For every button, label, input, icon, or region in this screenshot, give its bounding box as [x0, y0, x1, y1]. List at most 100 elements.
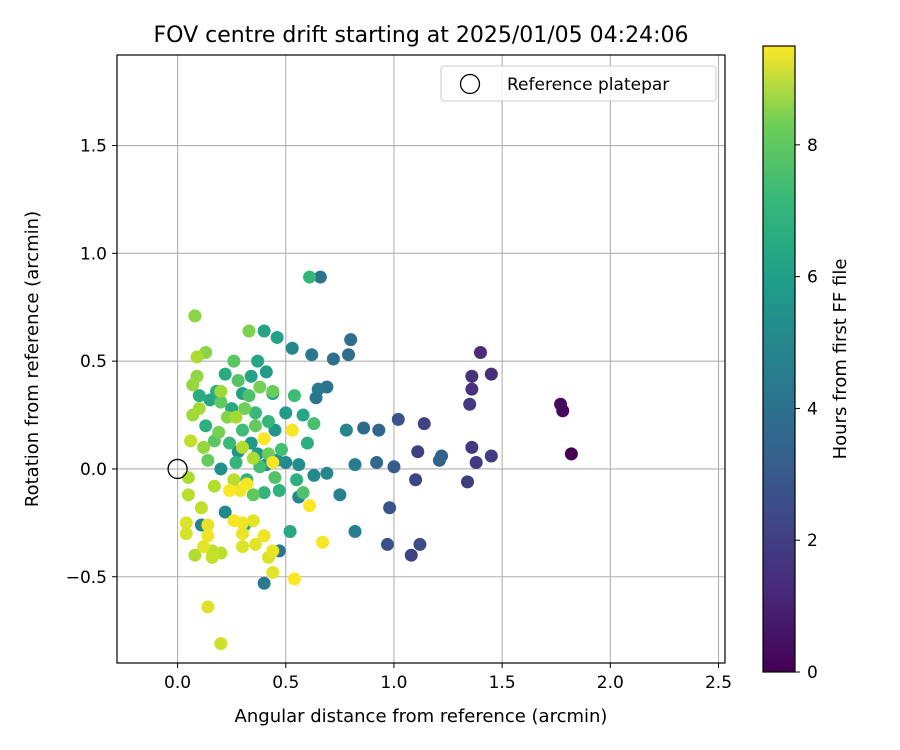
data-point: [197, 540, 211, 554]
data-point: [231, 374, 245, 388]
x-tick-label: 1.0: [380, 673, 407, 693]
data-point: [554, 397, 568, 411]
colorbar-tick-label: 0: [807, 663, 818, 683]
data-point: [348, 458, 362, 472]
data-point: [461, 475, 475, 489]
data-point: [201, 529, 215, 543]
legend-label-reference: Reference platepar: [507, 75, 669, 95]
data-point: [326, 352, 340, 366]
data-point: [474, 346, 488, 360]
data-point: [257, 576, 271, 590]
data-point: [465, 382, 479, 396]
y-tick-label: 1.5: [80, 137, 107, 157]
data-point: [268, 471, 282, 485]
data-point: [296, 486, 310, 500]
data-point: [564, 447, 578, 461]
data-point: [246, 514, 260, 528]
data-point: [257, 486, 271, 500]
data-point: [235, 527, 249, 541]
data-point: [303, 270, 317, 284]
data-point: [316, 535, 330, 549]
colorbar-tick-label: 2: [807, 531, 818, 551]
data-point: [307, 468, 321, 482]
colorbar-ticks: 0 2 4 6 8: [795, 136, 818, 683]
data-point: [266, 544, 280, 558]
plot-frame: [116, 54, 726, 664]
colorbar-tick-label: 4: [807, 399, 818, 419]
data-point: [272, 484, 286, 498]
data-point: [300, 436, 314, 450]
data-point: [372, 423, 386, 437]
x-tick-label: 0.0: [164, 673, 191, 693]
data-point: [287, 389, 301, 403]
x-tick-label: 2.0: [597, 673, 624, 693]
y-tick-label: 0.0: [80, 460, 107, 480]
data-point: [188, 548, 202, 562]
data-point: [380, 537, 394, 551]
data-point: [344, 333, 358, 347]
legend-marker-circle: [459, 73, 481, 95]
data-point: [207, 479, 221, 493]
data-point: [270, 330, 284, 344]
y-tick-label: 0.5: [80, 352, 107, 372]
data-point: [235, 540, 249, 554]
data-point: [296, 408, 310, 422]
data-point: [248, 537, 262, 551]
data-point: [248, 406, 262, 420]
colorbar-gradient: [762, 45, 796, 673]
data-point: [214, 384, 228, 398]
data-point: [463, 397, 477, 411]
data-point: [223, 484, 237, 498]
data-point: [413, 537, 427, 551]
data-point: [201, 518, 215, 532]
data-point: [212, 425, 226, 439]
x-axis-label: Angular distance from reference (arcmin): [235, 706, 608, 727]
data-point: [218, 505, 232, 519]
reference-marker-layer: [167, 458, 188, 480]
data-point: [311, 382, 325, 396]
data-point: [181, 471, 195, 485]
data-point: [235, 423, 249, 437]
data-point: [246, 488, 260, 502]
data-point: [411, 445, 425, 459]
data-point: [184, 434, 198, 448]
data-point: [197, 440, 211, 454]
data-point: [229, 455, 243, 469]
data-point: [285, 423, 299, 437]
reference-platepar-marker: [167, 458, 188, 480]
data-point: [179, 516, 193, 530]
data-point: [342, 348, 356, 362]
data-point: [484, 449, 498, 463]
data-point: [305, 348, 319, 362]
y-tick-label: −0.5: [66, 568, 107, 588]
x-tick-label: 1.5: [489, 673, 516, 693]
data-point: [370, 455, 384, 469]
y-axis: −0.5 0.0 0.5 1.0 1.5: [66, 137, 117, 588]
data-point: [484, 367, 498, 381]
data-point: [238, 402, 252, 416]
data-point: [432, 453, 446, 467]
data-point: [348, 524, 362, 538]
data-point: [387, 460, 401, 474]
data-point: [307, 417, 321, 431]
data-point: [417, 417, 431, 431]
data-point: [244, 369, 258, 383]
data-point: [246, 451, 260, 465]
data-point: [409, 473, 423, 487]
x-tick-label: 0.5: [272, 673, 299, 693]
data-point: [333, 488, 347, 502]
data-point: [223, 436, 237, 450]
data-point: [201, 453, 215, 467]
data-point: [179, 527, 193, 541]
data-point: [214, 637, 228, 651]
data-point: [181, 488, 195, 502]
legend-box: [440, 65, 717, 102]
data-point: [279, 406, 293, 420]
data-point: [465, 369, 479, 383]
data-point: [251, 354, 265, 368]
data-point: [313, 270, 327, 284]
data-point: [285, 341, 299, 355]
data-point: [274, 443, 288, 457]
data-point: [214, 395, 228, 409]
colorbar-tick-label: 6: [807, 268, 818, 288]
